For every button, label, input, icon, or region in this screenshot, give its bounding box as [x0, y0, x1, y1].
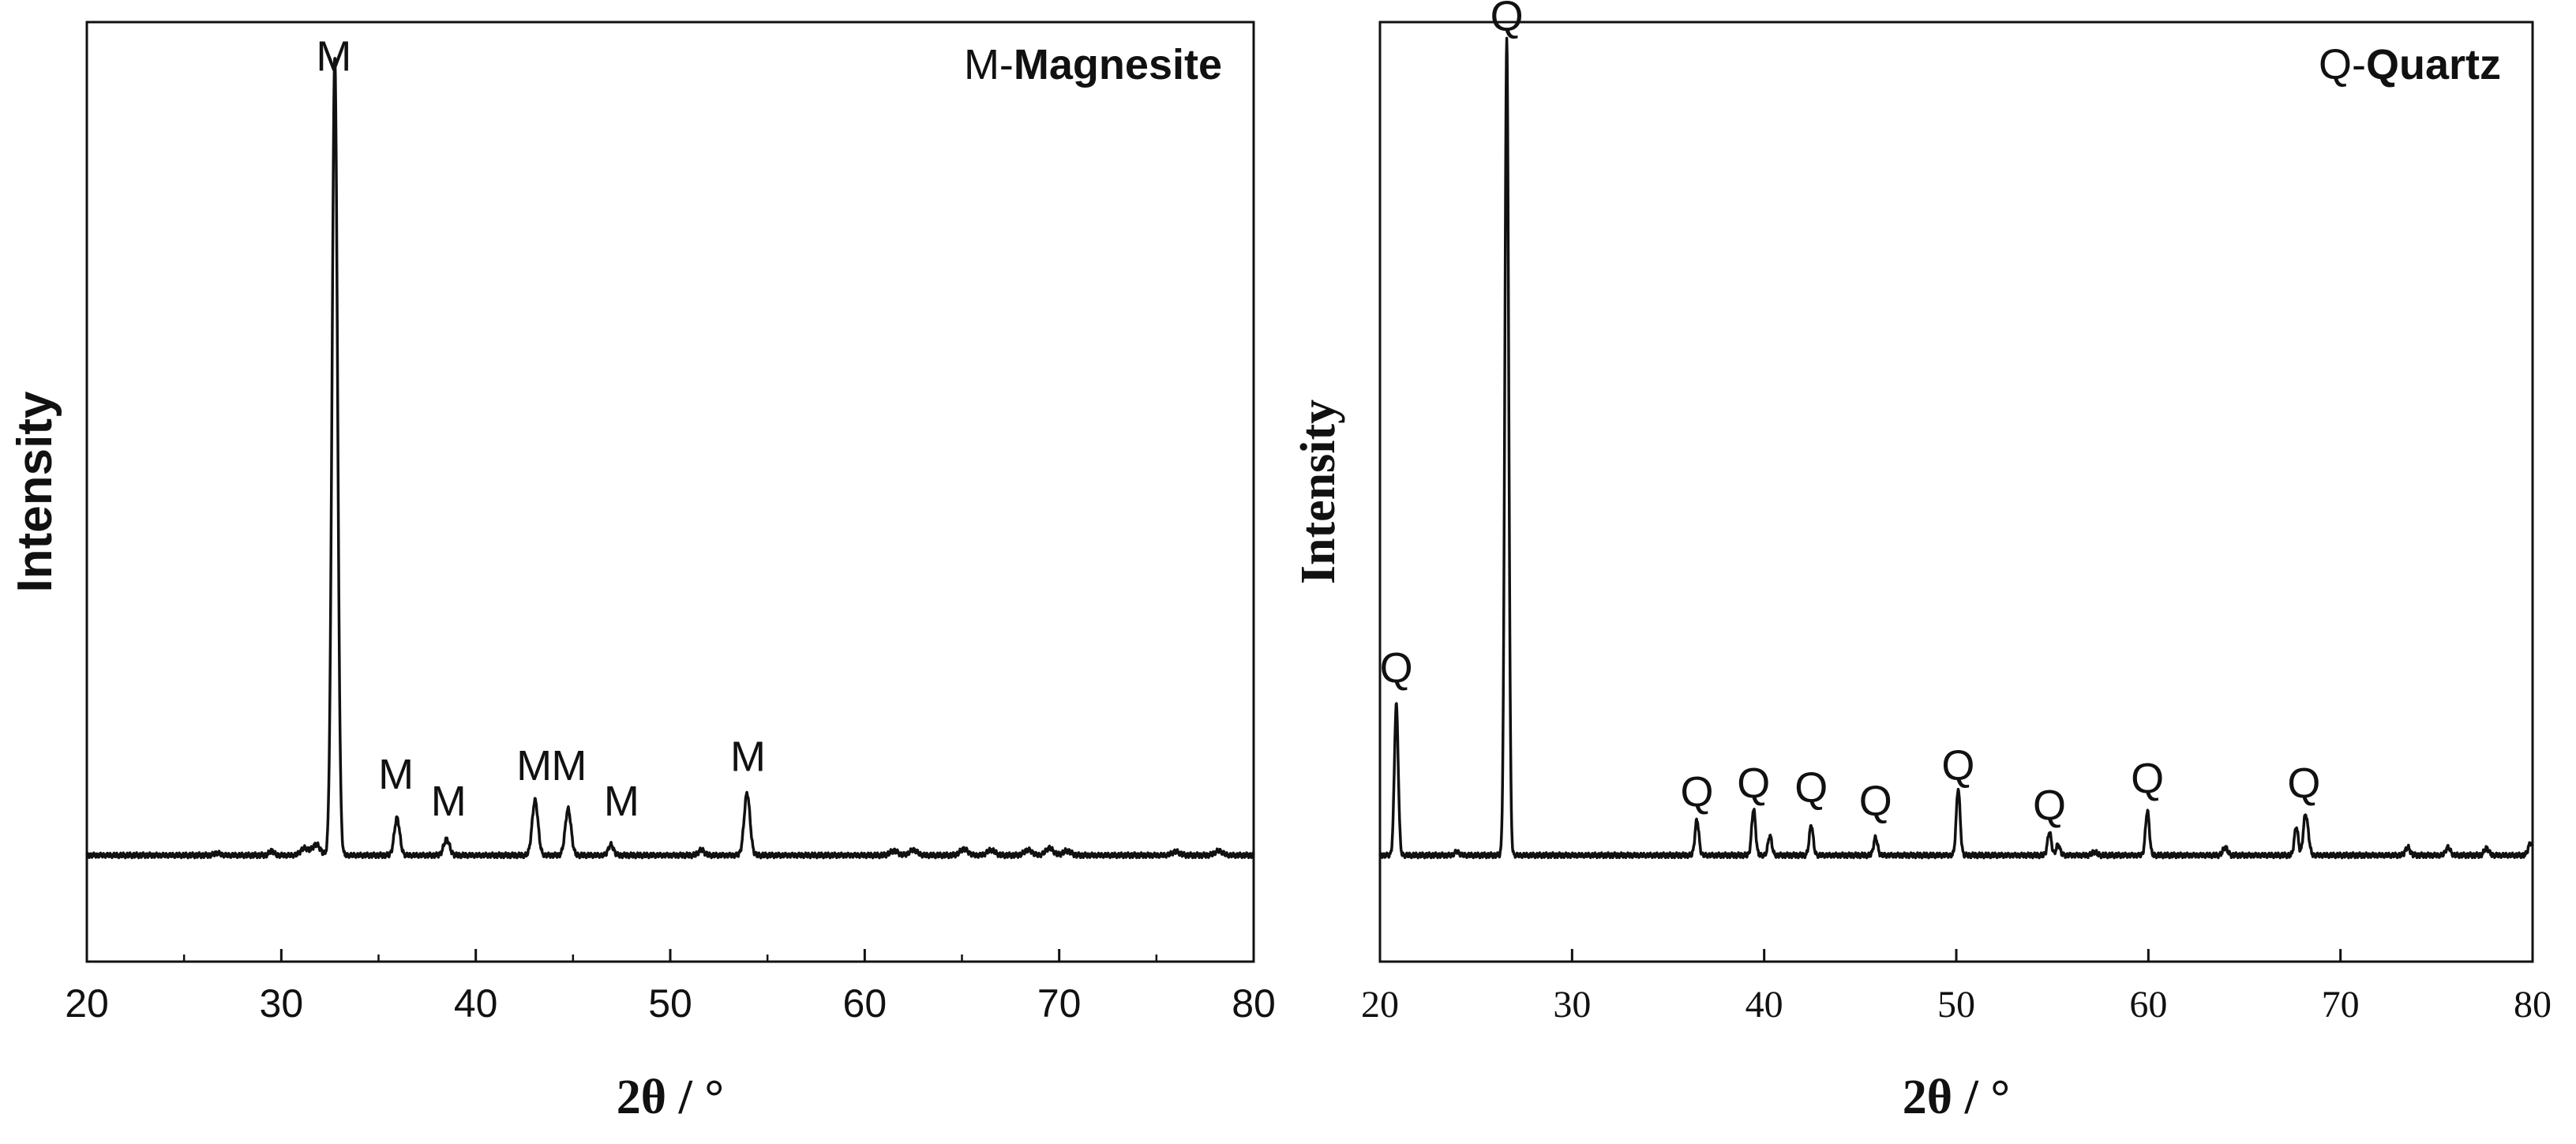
- peak-label: M: [604, 778, 639, 825]
- legend-prefix: M-: [964, 41, 1014, 88]
- x-tick-label: 30: [1553, 984, 1591, 1026]
- x-tick-label: 30: [260, 981, 304, 1026]
- x-tick-label: 40: [454, 981, 498, 1026]
- peak-label: Q: [1941, 742, 1974, 790]
- x-tick-label: 80: [1232, 981, 1276, 1026]
- peak-label: Q: [1380, 644, 1413, 692]
- xrd-pattern-line: [1378, 36, 2534, 860]
- peak-label: Q: [1490, 0, 1524, 40]
- peak-label: Q: [1737, 760, 1770, 807]
- legend-text: M-Magnesite: [964, 41, 1222, 88]
- x-tick-label: 60: [843, 981, 887, 1026]
- peak-label: Q: [2287, 760, 2320, 807]
- y-axis-label: Intensity: [1292, 399, 1345, 584]
- peak-label: Q: [1794, 764, 1828, 812]
- plot-frame: [85, 21, 1255, 963]
- legend-prefix: Q-: [2319, 41, 2366, 88]
- x-tick-label: 20: [1361, 984, 1399, 1026]
- x-tick-label: 40: [1745, 984, 1783, 1026]
- x-axis-label: 2θ / °: [1903, 1071, 2010, 1124]
- peak-label: Q: [2131, 756, 2164, 803]
- x-tick-label: 60: [2129, 984, 2167, 1026]
- x-tick-label: 20: [65, 981, 109, 1026]
- legend-name: Quartz: [2366, 41, 2501, 88]
- x-tick-label: 50: [1937, 984, 1975, 1026]
- peak-label: M: [431, 778, 467, 825]
- peak-label: M: [516, 742, 552, 790]
- peak-label: M: [378, 751, 414, 798]
- x-tick-label: 70: [2322, 984, 2360, 1026]
- peak-label: Q: [1680, 769, 1713, 816]
- x-tick-label: 80: [2514, 984, 2552, 1026]
- y-axis-label: Intensity: [8, 391, 62, 592]
- legend-name: Magnesite: [1014, 41, 1222, 88]
- peak-label: Q: [2033, 782, 2066, 829]
- peak-label: M: [730, 733, 766, 781]
- peak-label: M: [316, 33, 351, 81]
- x-tick-label: 70: [1037, 981, 1082, 1026]
- xrd-pattern-line: [85, 57, 1255, 860]
- peak-label: M: [551, 742, 587, 790]
- peak-label: Q: [1859, 778, 1892, 825]
- legend-text: Q-Quartz: [2319, 41, 2501, 88]
- x-tick-label: 50: [648, 981, 692, 1026]
- x-axis-label: 2θ / °: [617, 1071, 724, 1124]
